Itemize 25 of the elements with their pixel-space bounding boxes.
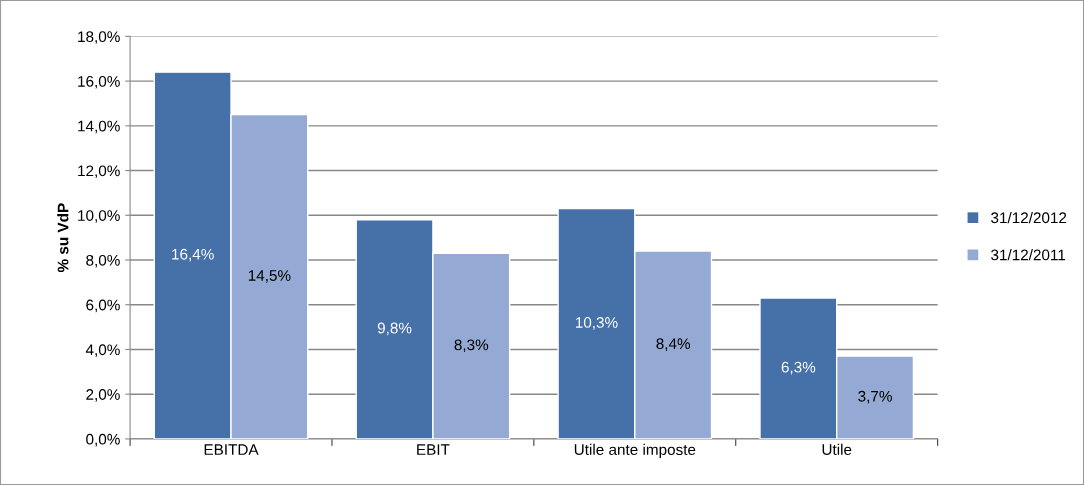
x-tick-label: EBITDA (204, 444, 259, 455)
y-tick-label: 14,0% (78, 120, 120, 134)
data-label: 8,4% (656, 338, 691, 351)
y-tick-label: 6,0% (86, 299, 120, 313)
data-label: 10,3% (575, 317, 618, 330)
x-tick-label: Utile ante imposte (574, 443, 696, 459)
y-tick-label: 18,0% (78, 31, 120, 44)
y-tick-label: 16,0% (78, 75, 120, 89)
data-label: 8,3% (454, 339, 489, 353)
y-tick-label: 10,0% (78, 210, 120, 223)
y-tick-label: 8,0% (86, 254, 120, 268)
x-tick-label: Utile (822, 443, 852, 456)
data-label: 6,3% (781, 361, 816, 375)
data-label: 3,7% (858, 390, 892, 404)
data-label: 16,4% (172, 248, 214, 262)
y-tick-label: 12,0% (78, 165, 120, 179)
legend-label: 31/12/2011 (991, 249, 1066, 261)
legend-label: 31/12/2012 (991, 211, 1067, 224)
x-tick-label: EBIT (417, 444, 450, 455)
data-label: 9,8% (377, 322, 412, 336)
y-tick-label: 4,0% (85, 344, 120, 357)
data-label: 14,5% (248, 270, 291, 283)
y-axis-title: % su VdP (57, 203, 69, 273)
y-tick-label: 2,0% (86, 389, 120, 402)
y-tick-label: 0,0% (86, 433, 120, 447)
